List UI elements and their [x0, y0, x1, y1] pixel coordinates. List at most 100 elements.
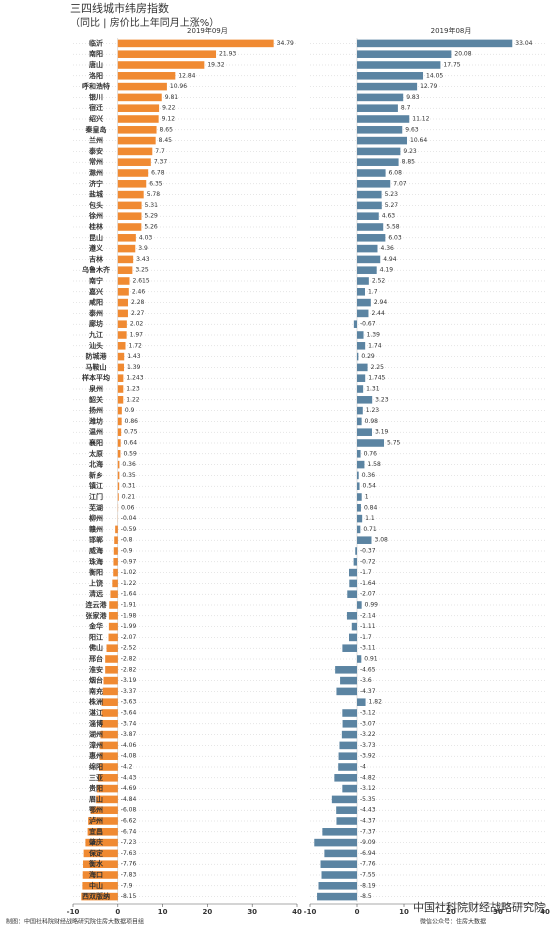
value-label: 0.98: [365, 418, 379, 425]
value-label: -2.82: [121, 666, 137, 673]
category-label: 呼和浩特: [82, 82, 110, 91]
bar: [357, 471, 359, 480]
category-label: 西双版纳: [82, 892, 110, 901]
bar: [357, 601, 362, 609]
bar: [357, 136, 408, 145]
value-label: -1.7: [360, 634, 372, 641]
category-label: 眉山: [89, 794, 103, 803]
category-label: 扬州: [89, 406, 103, 415]
value-label: -1.11: [360, 623, 376, 630]
value-label: 1.745: [368, 375, 385, 382]
bar: [117, 482, 120, 490]
category-label: 防城港: [86, 352, 108, 361]
bar: [357, 50, 452, 58]
value-label: -7.55: [360, 872, 376, 879]
value-label: 19.32: [207, 62, 224, 69]
value-label: 3.08: [374, 537, 388, 544]
value-label: 5.26: [144, 224, 158, 231]
value-label: 20.08: [454, 51, 471, 58]
value-label: -7.23: [121, 839, 137, 846]
value-label: -1.98: [121, 612, 137, 619]
bar: [117, 190, 144, 199]
bar: [357, 158, 399, 166]
bar: [336, 806, 357, 814]
category-label: 唐山: [89, 60, 103, 69]
category-label: 嘉兴: [88, 287, 103, 296]
bar: [117, 234, 136, 242]
category-label: 南宁: [89, 276, 103, 285]
bar: [85, 838, 118, 847]
panel-title: 2019年09月: [187, 26, 228, 35]
value-label: 9.83: [406, 94, 420, 101]
value-label: -3.64: [121, 710, 137, 717]
value-label: -3.12: [360, 710, 376, 717]
bar: [117, 126, 157, 134]
value-label: -3.74: [121, 720, 137, 727]
category-label: 太原: [89, 449, 103, 458]
value-label: 9.12: [162, 116, 176, 123]
value-label: 2.28: [131, 299, 145, 306]
bar: [83, 860, 118, 868]
category-label: 洛阳: [89, 71, 103, 80]
bar: [117, 460, 120, 469]
category-label: 鄂州: [89, 805, 103, 814]
bar: [357, 244, 378, 253]
category-label: 南充: [89, 686, 103, 695]
bar: [100, 730, 118, 739]
value-label: -4.82: [360, 774, 376, 781]
category-label: 泸州: [89, 816, 103, 825]
bar: [321, 871, 357, 879]
bar: [341, 730, 357, 739]
value-label: 1.7: [368, 288, 378, 295]
category-label: 邢台: [89, 654, 103, 663]
value-label: 2.615: [133, 278, 150, 285]
bar: [338, 763, 357, 771]
category-label: 江门: [89, 492, 103, 501]
category-label: 济宁: [89, 179, 103, 188]
value-label: 2.25: [371, 364, 385, 371]
value-label: -4.69: [121, 785, 137, 792]
value-label: -2.52: [121, 645, 137, 652]
value-label: -4.43: [360, 807, 376, 814]
category-label: 淮安: [89, 665, 103, 674]
bar: [117, 396, 124, 404]
value-label: 1.82: [369, 699, 383, 706]
value-label: -3.22: [360, 731, 376, 738]
value-label: 9.63: [405, 126, 419, 133]
value-label: 1.1: [365, 515, 375, 522]
bar: [102, 687, 118, 696]
bar: [97, 774, 118, 782]
value-label: 6.78: [151, 170, 165, 177]
value-label: 3.19: [375, 429, 389, 436]
value-label: -0.37: [360, 548, 376, 555]
category-label: 包头: [89, 200, 103, 209]
chart-subtitle: （同比 | 房价比上年同月上涨%）: [70, 16, 219, 29]
value-label: 1.23: [366, 407, 380, 414]
value-label: -0.9: [121, 548, 133, 555]
value-label: 9.81: [165, 94, 179, 101]
value-label: 1.39: [127, 364, 141, 371]
bar: [117, 244, 136, 253]
bar: [117, 180, 147, 188]
bar: [117, 115, 159, 123]
category-label: 上饶: [89, 578, 103, 587]
value-label: 8.85: [402, 159, 416, 166]
bar: [357, 72, 424, 80]
value-label: -7.9: [121, 882, 133, 889]
bar: [103, 676, 118, 685]
bar: [117, 147, 153, 156]
category-label: 徐州: [88, 211, 103, 220]
value-label: 4.94: [383, 256, 397, 263]
value-label: 1.39: [367, 332, 381, 339]
bar: [331, 795, 357, 804]
value-label: 21.93: [219, 51, 236, 58]
bar: [87, 828, 118, 836]
value-label: -0.97: [121, 558, 137, 565]
value-label: -0.04: [121, 515, 137, 522]
source: 制图：中国社科院财经战略研究院住房大数据项目组: [6, 918, 144, 926]
bar: [351, 622, 357, 631]
value-label: 1.97: [130, 332, 144, 339]
value-label: -8.15: [121, 893, 137, 900]
x-tick-label: 40: [292, 908, 302, 916]
value-label: 1.74: [368, 342, 382, 349]
